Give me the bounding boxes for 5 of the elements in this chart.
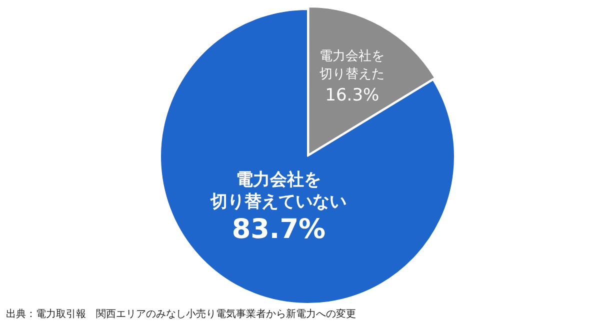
- source-note: 出典：電力取引報 関西エリアのみなし小売り電気事業者から新電力への変更: [6, 308, 356, 321]
- slice-label: 電力会社を切り替えた: [320, 48, 385, 82]
- data-label: 16.3%: [325, 85, 380, 106]
- data-label: 83.7%: [232, 214, 326, 245]
- slice-label: 電力会社を切り替えていない: [210, 170, 347, 211]
